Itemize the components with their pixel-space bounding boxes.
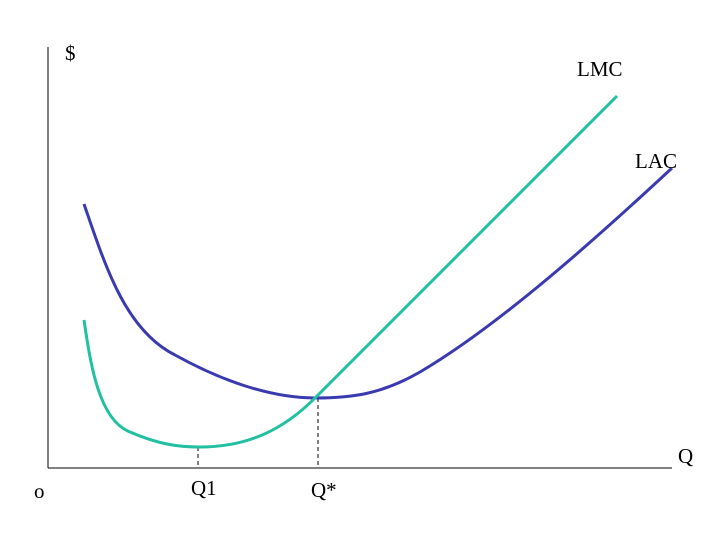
- lac-label: LAC: [635, 149, 677, 173]
- origin-label: o: [34, 479, 45, 503]
- lac-curve: [82, 166, 674, 400]
- q-star-label: Q*: [311, 478, 337, 502]
- x-axis-label: Q: [678, 444, 693, 468]
- lmc-label: LMC: [577, 57, 623, 81]
- q1-label: Q1: [191, 476, 217, 500]
- lmc-curve: [82, 94, 619, 449]
- y-axis-label: $: [65, 41, 76, 65]
